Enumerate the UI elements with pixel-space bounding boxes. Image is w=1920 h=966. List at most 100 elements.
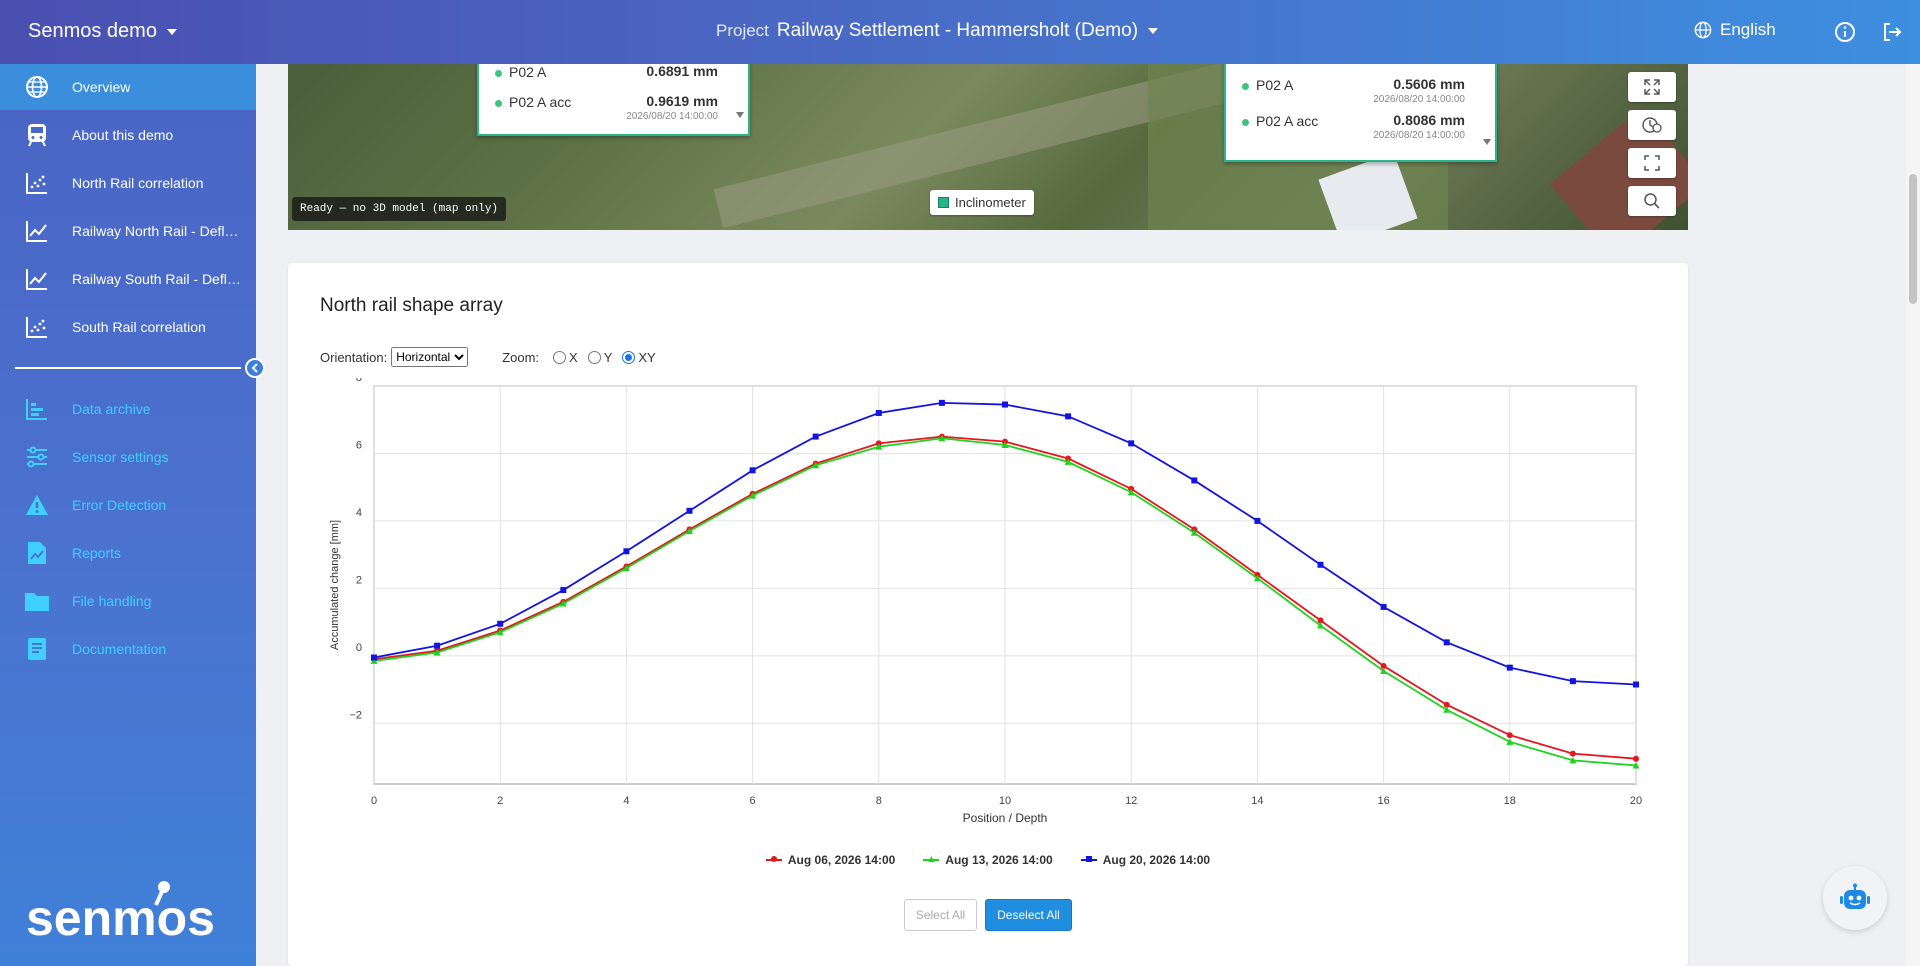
sidebar-item-data-archive[interactable]: Data archive — [0, 386, 256, 432]
status-dot — [495, 100, 502, 107]
sidebar-item-label: About this demo — [72, 127, 174, 143]
sensor-value: 0.5606 mm — [1393, 76, 1465, 92]
data-point — [370, 657, 378, 664]
data-point — [938, 399, 945, 406]
sidebar-item-error-detection[interactable]: Error Detection — [0, 482, 256, 528]
sensor-timestamp: 2026/08/20 14:00:00 — [1373, 130, 1465, 141]
x-tick-label: 14 — [1251, 795, 1263, 807]
sensor-value: 0.9619 mm — [646, 93, 718, 109]
chevron-down-icon[interactable] — [1483, 139, 1491, 145]
book-icon — [24, 636, 50, 662]
page-scrollbar[interactable] — [1906, 64, 1920, 966]
data-point — [496, 628, 504, 636]
line-chart-icon — [24, 218, 50, 244]
sensor-popup[interactable]: P02 A 0.5606 mm 2026/08/20 14:00:00 P02 … — [1224, 64, 1497, 162]
chart-series — [370, 399, 1640, 769]
map-legend-inclinometer[interactable]: Inclinometer — [930, 190, 1034, 215]
popup-row: P02 A acc 0.8086 mm 2026/08/20 14:00:00 — [1242, 112, 1479, 143]
sensor-popup[interactable]: P02 A 0.6891 mm P02 A acc 0.9619 mm 2026… — [477, 64, 750, 136]
data-point — [1127, 488, 1135, 496]
info-icon[interactable] — [1833, 20, 1857, 44]
sidebar-item-file-handling[interactable]: File handling — [0, 578, 256, 624]
sidebar-item-overview[interactable]: Overview — [0, 64, 256, 110]
data-point — [1632, 761, 1640, 769]
select-all-button[interactable]: Select All — [904, 899, 977, 931]
legend-label: Inclinometer — [955, 195, 1026, 210]
sidebar-item-label: South Rail correlation — [72, 319, 206, 335]
x-tick-label: 2 — [497, 795, 503, 807]
legend-label: Aug 06, 2026 14:00 — [787, 853, 896, 867]
sidebar-item-south-rail-deflection[interactable]: Railway South Rail - Deflection — [0, 256, 256, 302]
scatter-icon — [24, 314, 50, 340]
x-tick-label: 12 — [1125, 795, 1137, 807]
data-point — [1506, 664, 1513, 671]
legend-label: Aug 20, 2026 14:00 — [1102, 853, 1211, 867]
chat-assistant-button[interactable] — [1823, 866, 1887, 930]
sidebar-item-label: Reports — [72, 545, 122, 561]
status-dot — [1242, 83, 1249, 90]
sensor-name: P02 A — [509, 64, 547, 80]
status-dot — [495, 70, 502, 77]
time-layer-icon — [1642, 117, 1662, 133]
data-point — [749, 467, 756, 474]
chart-ticks: 0 2 4 6 8 10 12 14 16 18 20 −2 0 2 4 6 8 — [349, 378, 1642, 807]
sidebar-item-north-rail-correlation[interactable]: North Rail correlation — [0, 160, 256, 206]
legend-item-aug06[interactable]: Aug 06, 2026 14:00 — [765, 853, 896, 867]
warning-icon — [24, 492, 50, 518]
data-point — [371, 654, 377, 661]
sidebar-item-sensor-settings[interactable]: Sensor settings — [0, 434, 256, 480]
map-layer-button[interactable] — [1628, 110, 1676, 140]
legend-marker — [1080, 856, 1097, 862]
x-tick-label: 8 — [876, 795, 882, 807]
sidebar-item-south-rail-correlation[interactable]: South Rail correlation — [0, 304, 256, 350]
deselect-all-button[interactable]: Deselect All — [985, 899, 1072, 931]
robot-icon — [1840, 883, 1870, 909]
data-point — [686, 527, 693, 535]
app-switcher[interactable]: Senmos demo — [28, 20, 177, 43]
chart-grid — [373, 385, 1637, 785]
chart-legend: Aug 06, 2026 14:00 Aug 13, 2026 14:00 Au… — [288, 853, 1688, 867]
x-axis-label: Position / Depth — [963, 811, 1048, 825]
sidebar-item-documentation[interactable]: Documentation — [0, 626, 256, 672]
project-switcher[interactable]: Project Railway Settlement - Hammersholt… — [716, 20, 1159, 42]
zoom-radio-y[interactable]: Y — [587, 350, 612, 365]
top-bar: Senmos demo Project Railway Settlement -… — [0, 0, 1920, 64]
legend-item-aug13[interactable]: Aug 13, 2026 14:00 — [923, 853, 1053, 867]
legend-item-aug20[interactable]: Aug 20, 2026 14:00 — [1080, 853, 1211, 867]
map-view[interactable]: P02 A 0.6891 mm P02 A acc 0.9619 mm 2026… — [288, 64, 1688, 230]
data-point — [1633, 681, 1639, 688]
sidebar: Overview About this demo North Rail corr… — [0, 64, 265, 966]
sidebar-item-label: Documentation — [72, 641, 167, 657]
sidebar-item-reports[interactable]: Reports — [0, 530, 256, 576]
sidebar-item-label: Overview — [72, 79, 131, 95]
y-axis-label: Accumulated change [mm] — [329, 520, 341, 650]
popup-row: P02 A 0.6891 mm — [495, 64, 732, 94]
chevron-down-icon[interactable] — [736, 112, 744, 118]
sidebar-item-north-rail-deflection[interactable]: Railway North Rail - Deflection — [0, 208, 256, 254]
popup-row: P02 A acc 0.9619 mm 2026/08/20 14:00:00 — [495, 93, 732, 124]
sensor-value: 0.8086 mm — [1393, 112, 1465, 128]
logout-icon[interactable] — [1880, 20, 1904, 44]
orientation-select[interactable]: Horizontal — [391, 347, 469, 367]
zoom-radio-xy[interactable]: XY — [622, 350, 656, 365]
legend-marker — [765, 856, 782, 862]
data-point — [1569, 756, 1577, 764]
language-selector[interactable]: English — [1694, 20, 1776, 40]
y-tick-label: −2 — [349, 709, 362, 721]
fullscreen-button[interactable] — [1628, 148, 1676, 178]
shape-array-chart[interactable]: 0 2 4 6 8 10 12 14 16 18 20 −2 0 2 4 6 8 Position / Dept… — [320, 378, 1660, 838]
data-point — [622, 564, 630, 572]
sidebar-item-about[interactable]: About this demo — [0, 112, 256, 158]
x-tick-label: 10 — [999, 795, 1011, 807]
logo-text: senmos — [26, 890, 215, 943]
zoom-label: Zoom: — [502, 349, 540, 365]
legend-label: Aug 13, 2026 14:00 — [945, 853, 1053, 867]
map-search-button[interactable] — [1628, 186, 1676, 216]
collapse-sidebar-button[interactable] — [245, 358, 265, 378]
data-point — [1380, 603, 1387, 610]
expand-map-button[interactable] — [1628, 72, 1676, 102]
scrollbar-thumb[interactable] — [1909, 174, 1917, 304]
x-tick-label: 18 — [1504, 795, 1516, 807]
zoom-radio-x[interactable]: X — [553, 350, 578, 365]
data-point — [559, 600, 567, 607]
